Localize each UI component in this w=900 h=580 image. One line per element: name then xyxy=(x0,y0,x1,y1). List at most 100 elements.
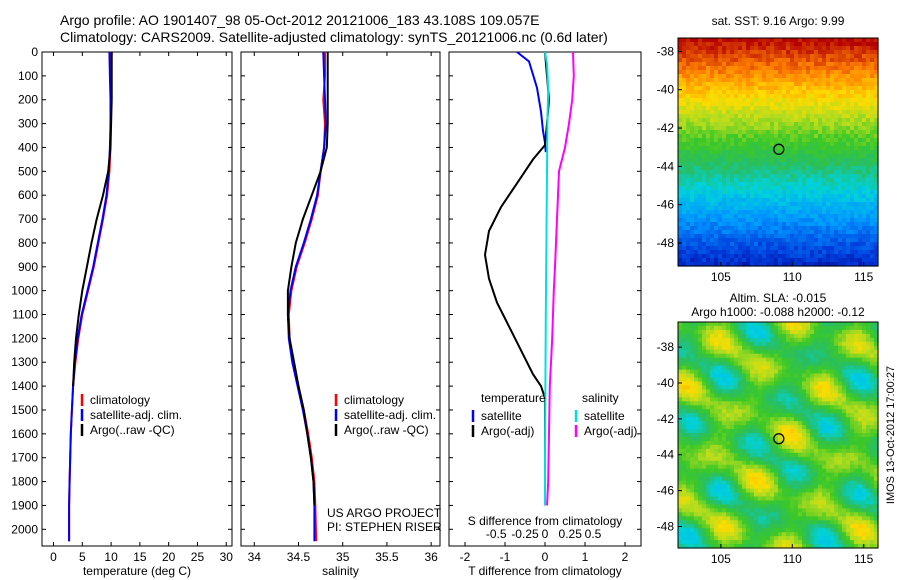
heatmap-cell xyxy=(818,138,823,143)
heatmap-cell xyxy=(826,130,831,135)
heatmap-cell xyxy=(722,480,727,486)
heatmap-cell xyxy=(678,353,683,359)
heatmap-cell xyxy=(778,480,783,486)
heatmap-cell xyxy=(802,186,807,191)
heatmap-cell xyxy=(798,218,803,223)
heatmap-cell xyxy=(842,250,847,255)
heatmap-cell xyxy=(786,50,791,55)
heatmap-cell xyxy=(734,484,739,490)
heatmap-cell xyxy=(770,512,775,517)
heatmap-cell xyxy=(794,246,799,251)
heatmap-cell xyxy=(718,508,723,513)
heatmap-cell xyxy=(790,90,795,95)
heatmap-cell xyxy=(794,38,799,43)
heatmap-cell xyxy=(714,86,719,91)
heatmap-cell xyxy=(822,94,827,99)
heatmap-cell xyxy=(758,381,763,387)
heatmap-cell xyxy=(802,464,807,470)
heatmap-cell xyxy=(730,118,735,123)
heatmap-cell xyxy=(746,254,751,259)
heatmap-cell xyxy=(802,262,807,267)
heatmap-cell xyxy=(682,214,687,219)
heatmap-cell xyxy=(690,488,695,494)
heatmap-cell xyxy=(846,86,851,91)
heatmap-cell xyxy=(738,98,743,103)
heatmap-cell xyxy=(710,58,715,63)
heatmap-cell xyxy=(790,341,795,347)
heatmap-cell xyxy=(702,166,707,171)
heatmap-cell xyxy=(726,540,731,545)
heatmap-cell xyxy=(778,444,783,450)
heatmap-cell xyxy=(794,130,799,135)
heatmap-cell xyxy=(802,492,807,498)
heatmap-cell xyxy=(742,361,747,367)
heatmap-cell xyxy=(682,421,687,426)
heatmap-cell xyxy=(770,146,775,151)
heatmap-cell xyxy=(710,158,715,163)
heatmap-cell xyxy=(678,520,683,525)
heatmap-cell xyxy=(750,198,755,203)
heatmap-cell xyxy=(686,162,691,167)
heatmap-cell xyxy=(766,377,771,383)
heatmap-cell xyxy=(698,377,703,383)
heatmap-cell xyxy=(802,214,807,219)
heatmap-cell xyxy=(822,126,827,131)
heatmap-cell xyxy=(858,246,863,251)
heatmap-cell xyxy=(702,341,707,347)
heatmap-cell xyxy=(762,349,767,355)
heatmap-cell xyxy=(862,102,867,107)
heatmap-cell xyxy=(686,242,691,247)
heatmap-cell xyxy=(694,154,699,159)
heatmap-cell xyxy=(734,369,739,375)
heatmap-cell xyxy=(682,341,687,347)
heatmap-cell xyxy=(846,162,851,167)
heatmap-cell xyxy=(746,464,751,470)
heatmap-cell xyxy=(702,385,707,390)
heatmap-cell xyxy=(722,162,727,167)
heatmap-cell xyxy=(682,492,687,498)
heatmap-cell xyxy=(690,102,695,107)
heatmap-cell xyxy=(710,142,715,147)
heatmap-cell xyxy=(702,110,707,115)
heatmap-cell xyxy=(710,126,715,131)
sdiff-xtick-label: 0 xyxy=(542,527,549,541)
heatmap-cell xyxy=(786,210,791,215)
heatmap-cell xyxy=(814,70,819,75)
heatmap-cell xyxy=(850,98,855,103)
heatmap-cell xyxy=(838,74,843,79)
heatmap-cell xyxy=(722,353,727,359)
heatmap-cell xyxy=(726,377,731,383)
heatmap-cell xyxy=(750,508,755,513)
heatmap-cell xyxy=(834,170,839,175)
heatmap-cell xyxy=(786,532,791,537)
heatmap-cell xyxy=(850,130,855,135)
heatmap-cell xyxy=(766,520,771,525)
heatmap-cell xyxy=(774,110,779,115)
heatmap-cell xyxy=(758,110,763,115)
heatmap-cell xyxy=(754,258,759,263)
heatmap-cell xyxy=(758,520,763,525)
heatmap-cell xyxy=(678,349,683,355)
heatmap-cell xyxy=(778,369,783,375)
heatmap-cell xyxy=(698,433,703,438)
heatmap-cell xyxy=(722,433,727,438)
heatmap-cell xyxy=(762,425,767,430)
heatmap-cell xyxy=(730,250,735,255)
heatmap-cell xyxy=(754,114,759,119)
heatmap-cell xyxy=(726,74,731,79)
heatmap-cell xyxy=(826,258,831,263)
heatmap-cell xyxy=(858,86,863,91)
sst-map-ytick-label: -46 xyxy=(657,198,675,212)
heatmap-cell xyxy=(822,38,827,43)
heatmap-cell xyxy=(682,154,687,159)
heatmap-cell xyxy=(730,106,735,111)
heatmap-cell xyxy=(690,460,695,466)
heatmap-cell xyxy=(778,262,783,267)
heatmap-cell xyxy=(846,242,851,247)
heatmap-cell xyxy=(686,38,691,43)
heatmap-cell xyxy=(726,202,731,207)
heatmap-cell xyxy=(854,194,859,199)
heatmap-cell xyxy=(730,74,735,79)
heatmap-cell xyxy=(874,54,879,59)
heatmap-cell xyxy=(710,110,715,115)
